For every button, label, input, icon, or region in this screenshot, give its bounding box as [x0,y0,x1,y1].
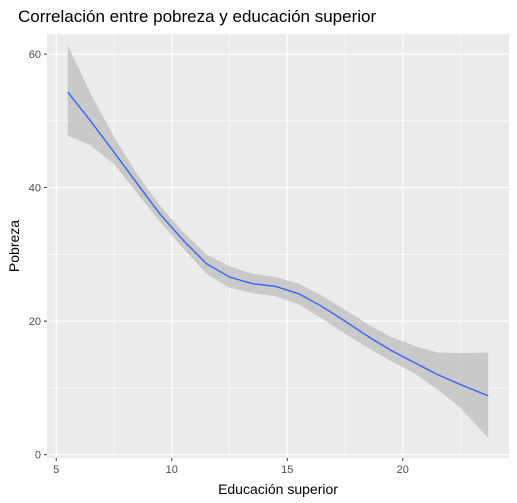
x-axis-ticks: 5 10 15 20 [53,458,409,476]
x-tick-label: 15 [281,464,293,476]
y-axis-ticks: 0 20 40 60 [29,49,47,462]
smooth-line-layer [67,91,489,397]
confidence-band-layer [67,45,489,438]
y-axis-title: Pobreza [6,220,22,272]
x-tick-label: 5 [53,464,59,476]
y-tick-label: 20 [29,316,41,328]
y-tick-label: 0 [35,450,41,462]
x-tick-label: 20 [397,464,409,476]
confidence-band [67,45,489,438]
x-tick-label: 10 [166,464,178,476]
grid-major [47,34,509,458]
plot-panel [47,34,509,458]
chart-title: Correlación entre pobreza y educación su… [18,7,376,26]
y-tick-label: 60 [29,49,41,61]
y-tick-label: 40 [29,183,41,195]
x-axis-title: Educación superior [218,481,338,497]
grid-minor [47,34,509,458]
smooth-line [67,91,489,397]
